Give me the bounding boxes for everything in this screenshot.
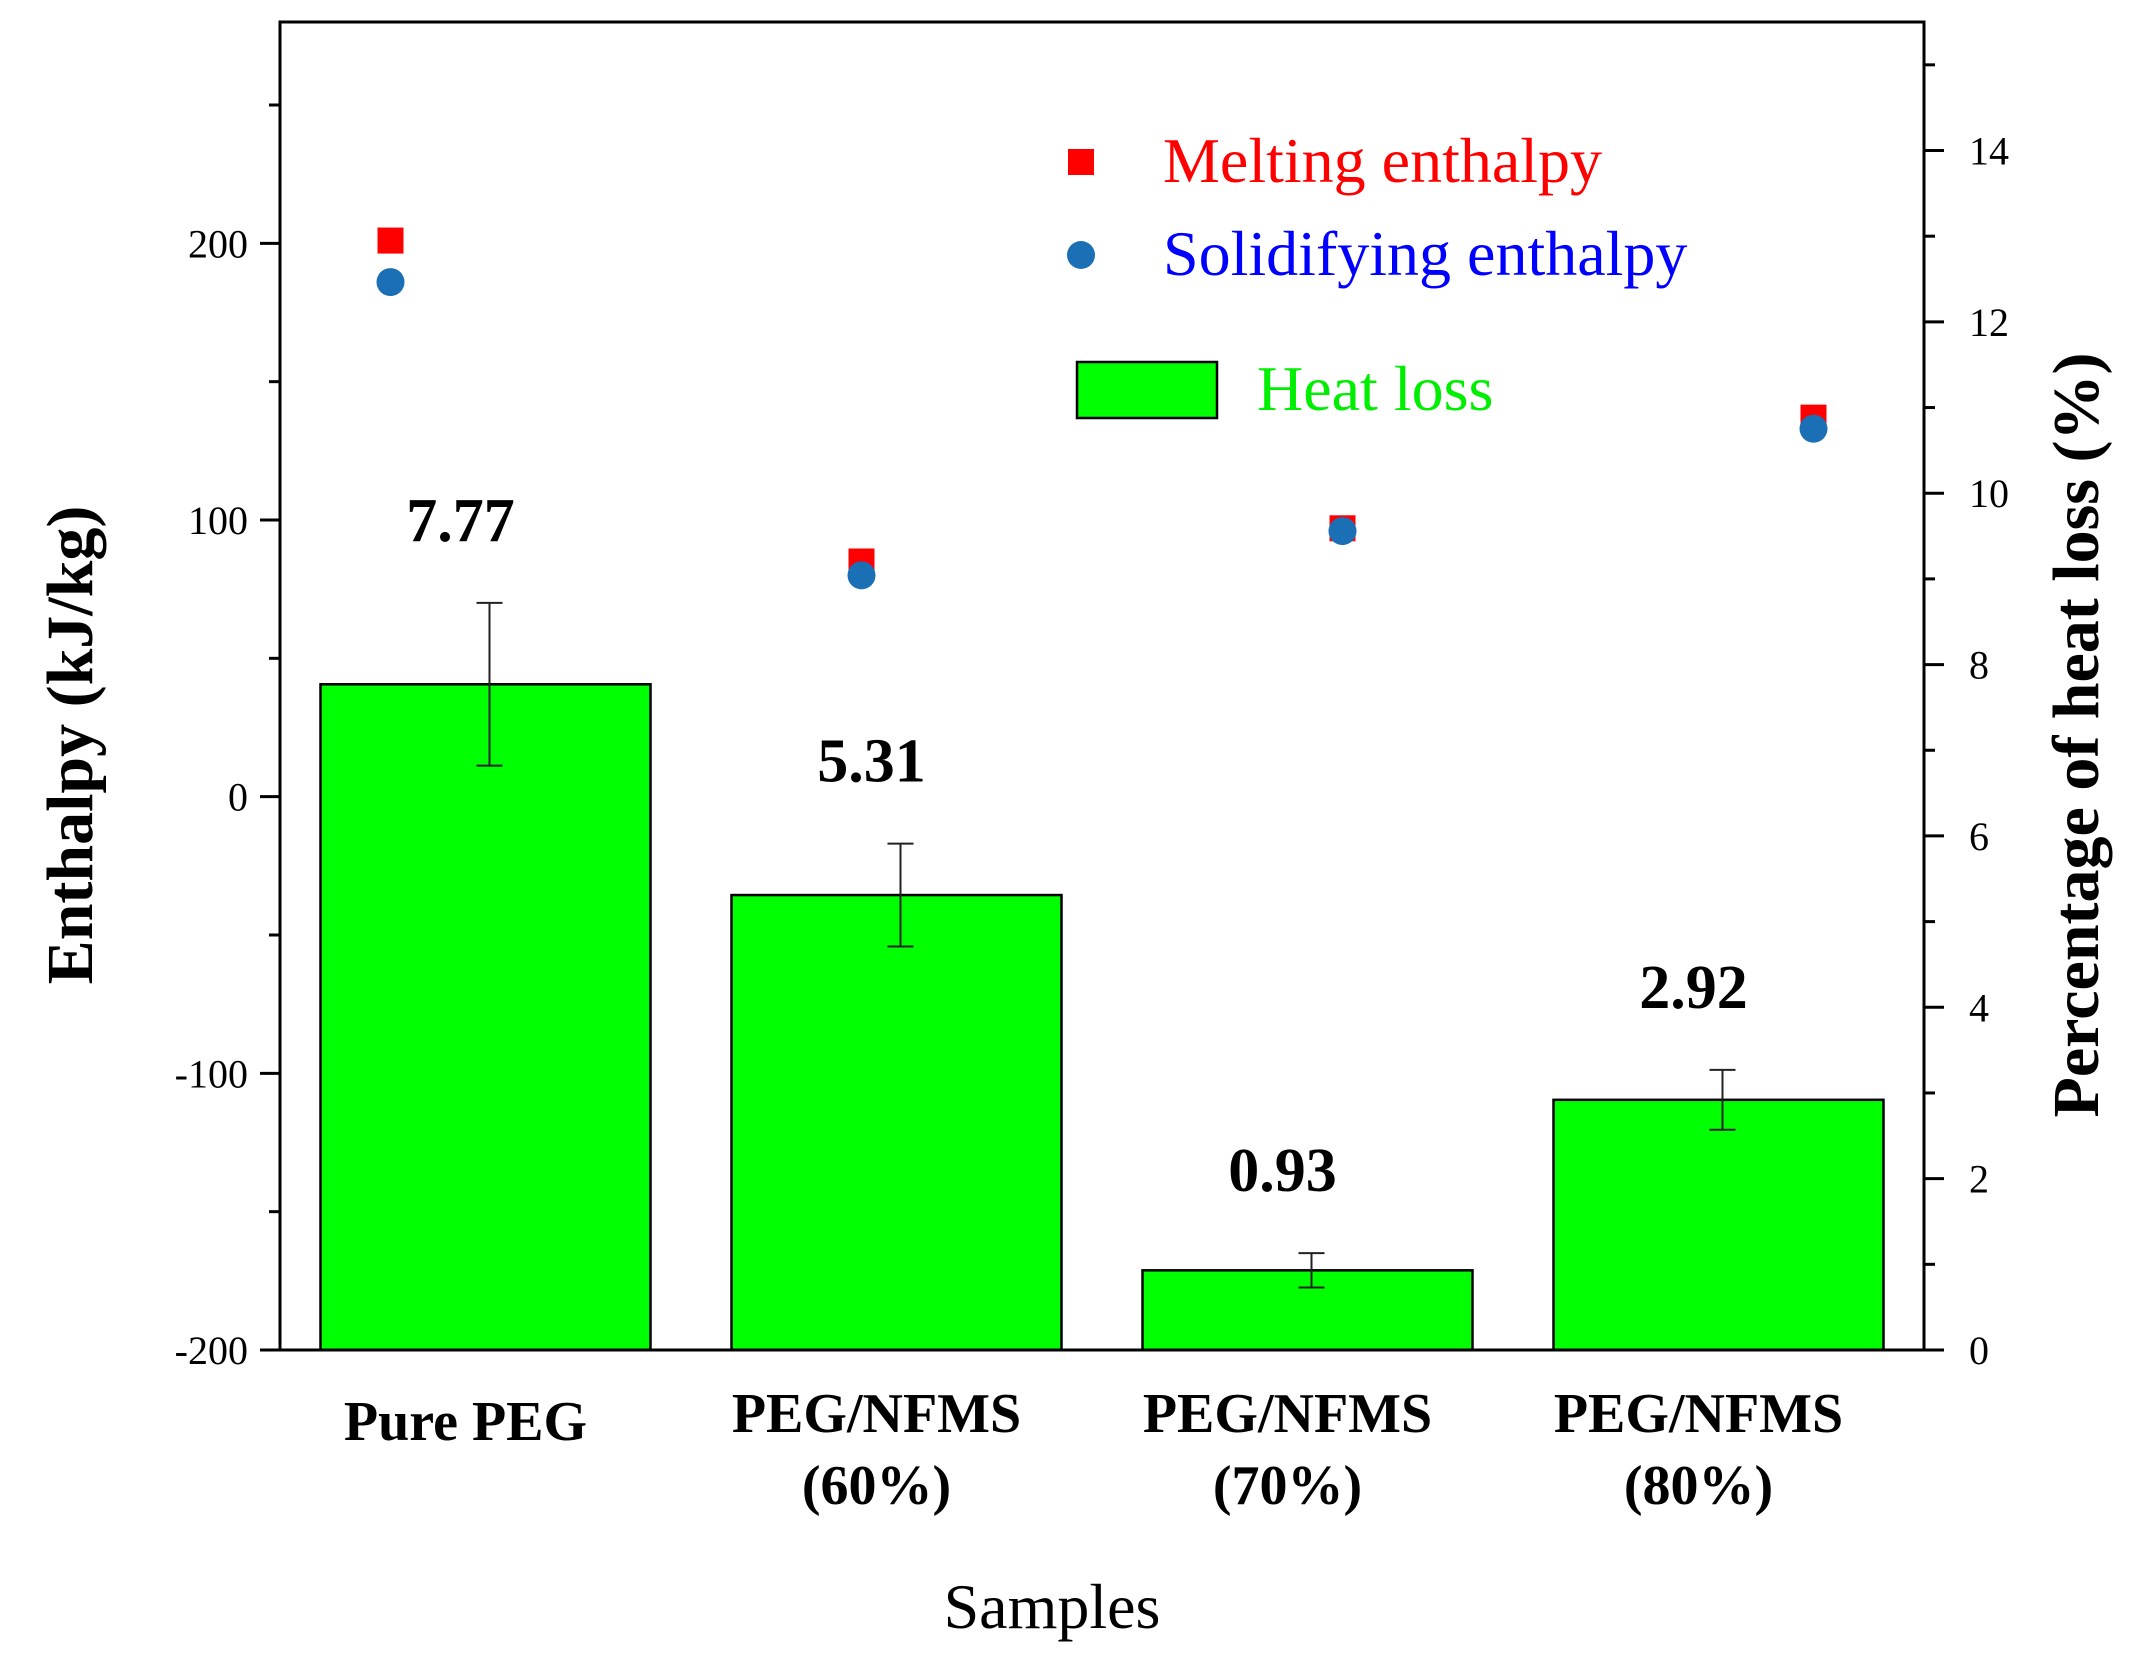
bar-value-label: 2.92 xyxy=(1639,954,1748,1022)
y-right-tick-label: 6 xyxy=(1969,814,1989,859)
bar-heat-loss xyxy=(1552,1098,1885,1352)
melting-enthalpy-point xyxy=(377,227,404,254)
y-left-tick-label: -200 xyxy=(175,1328,248,1373)
y-right-tick-label: 2 xyxy=(1969,1157,1989,1202)
x-category-label: PEG/NFMS (70%) xyxy=(1143,1383,1432,1517)
solidifying-enthalpy-point xyxy=(847,561,876,590)
bar-heat-loss xyxy=(319,683,652,1352)
x-axis-title: Samples xyxy=(944,1571,1161,1642)
bar-value-label: 5.31 xyxy=(817,728,926,796)
legend-bar-icon xyxy=(1075,360,1219,420)
y-left-tick-label: 100 xyxy=(188,498,248,543)
plot-frame xyxy=(278,20,1926,1352)
x-category-label: PEG/NFMS (60%) xyxy=(732,1383,1021,1517)
labels-layer: 7.77 5.31 0.93 2.92 xyxy=(406,487,1748,1205)
y-left-tick-label: 0 xyxy=(228,775,248,820)
points-layer xyxy=(376,227,1828,590)
legend-circle-icon xyxy=(1067,241,1095,269)
legend-label: Melting enthalpy xyxy=(1163,125,1602,196)
bar-value-label: 0.93 xyxy=(1228,1137,1337,1205)
solidifying-enthalpy-point xyxy=(1799,414,1828,443)
y-right-tick-label: 14 xyxy=(1969,129,2009,174)
y-left-tick-label: -100 xyxy=(175,1051,248,1096)
legend-square-icon xyxy=(1068,149,1094,175)
legend: Melting enthalpy Solidifying enthalpy Heat… xyxy=(1067,125,1687,424)
solidifying-enthalpy-point xyxy=(376,268,405,297)
y-right-tick-label: 0 xyxy=(1969,1328,1989,1373)
y-right-tick-label: 12 xyxy=(1969,300,2009,345)
x-category-label: PEG/NFMS (80%) xyxy=(1554,1383,1843,1517)
bar-heat-loss xyxy=(1141,1269,1474,1352)
y-axis-left-title: Enthalpy (kJ/kg) xyxy=(34,506,107,985)
bar-heat-loss xyxy=(730,893,1063,1352)
solidifying-enthalpy-point xyxy=(1328,517,1357,546)
legend-label: Heat loss xyxy=(1257,353,1493,424)
bar-value-label: 7.77 xyxy=(406,487,515,555)
y-right-tick-label: 10 xyxy=(1969,471,2009,516)
x-category-label: Pure PEG xyxy=(344,1391,587,1453)
axes-layer: -200 -100 0 100 200 0 2 4 6 8 10 12 14 Pure PEG PEG/NF… xyxy=(175,20,2009,1517)
y-axis-right-title: Percentage of heat loss (%) xyxy=(2040,353,2113,1118)
bars-layer xyxy=(319,601,1885,1352)
y-right-tick-label: 8 xyxy=(1969,643,1989,688)
legend-label: Solidifying enthalpy xyxy=(1163,218,1687,289)
y-right-tick-label: 4 xyxy=(1969,985,1989,1030)
y-left-tick-label: 200 xyxy=(188,221,248,266)
